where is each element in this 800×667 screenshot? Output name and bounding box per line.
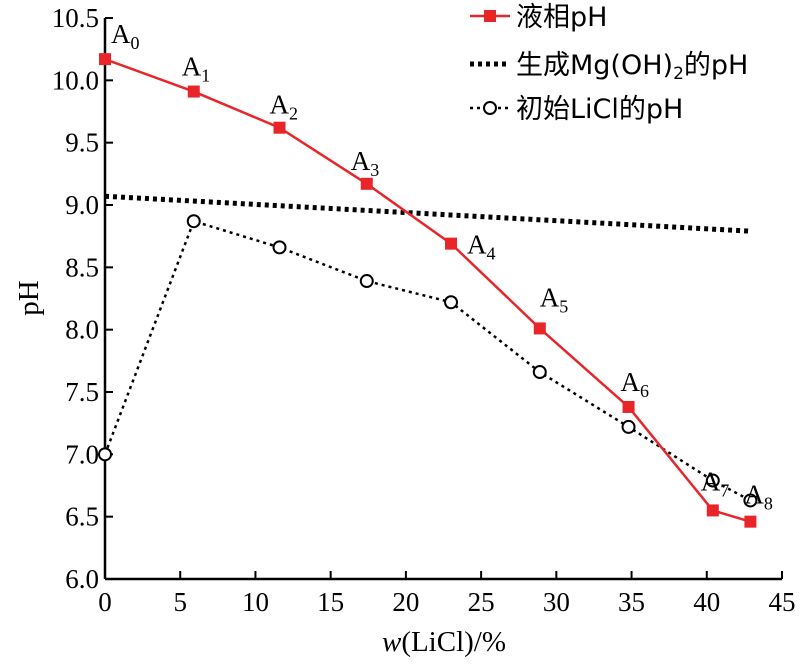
liquid-ph-point — [187, 85, 200, 98]
legend-label-initial-licl-ph: 初始LiCl的pH — [516, 94, 683, 125]
series-liquid-ph-line — [104, 57, 751, 523]
plot-area: 0 5 10 15 20 25 30 35 40 45 6.0 6.5 7.0 7.5 8.0 8.5 9.0… — [52, 3, 796, 617]
point-label-a3: A3 — [351, 146, 380, 180]
point-label-a2: A2 — [270, 90, 299, 124]
y-tick-label: 10.0 — [52, 65, 99, 95]
y-ticks: 6.0 6.5 7.0 7.5 8.0 8.5 9.0 9.5 10.0 10.5 — [52, 3, 113, 594]
series-initial-licl-ph-line — [103, 219, 751, 502]
x-tick-label: 40 — [693, 587, 720, 617]
initial-licl-ph-point — [621, 419, 636, 434]
y-tick-label: 6.5 — [65, 502, 99, 532]
x-tick-label: 10 — [242, 587, 269, 617]
legend-label-mgoh2-part2: 的pH — [684, 50, 748, 81]
initial-licl-ph-point — [743, 493, 758, 508]
y-axis-title: pH — [13, 280, 45, 316]
y-tick-label: 7.0 — [65, 439, 99, 469]
legend-label-mgoh2-ph: 生成Mg(OH)2的pH — [516, 50, 748, 84]
liquid-ph-point — [99, 53, 111, 66]
x-tick-label: 5 — [173, 587, 187, 617]
point-label-a8: A8 — [744, 480, 773, 514]
y-tick-label: 9.0 — [65, 190, 99, 220]
legend: 液相pH 生成Mg(OH)2的pH 初始LiCl的pH — [470, 2, 748, 125]
initial-licl-ph-point — [98, 447, 112, 462]
point-label-a4: A4 — [467, 230, 496, 264]
x-tick-label: 30 — [543, 587, 570, 617]
x-axis-title: w(LiCl)/% — [382, 626, 506, 658]
legend-marker-circle — [483, 101, 497, 115]
point-label-a0: A0 — [111, 19, 140, 53]
y-tick-label: 9.5 — [65, 128, 99, 158]
series-mgoh2-ph-line — [104, 193, 751, 234]
legend-item-mgoh2-ph: 生成Mg(OH)2的pH — [470, 50, 748, 84]
y-tick-label: 8.5 — [65, 252, 99, 282]
x-axis-title-rest: (LiCl)/% — [401, 626, 506, 658]
initial-licl-ph-point — [444, 295, 459, 310]
y-tick-label: 10.5 — [52, 3, 99, 33]
x-tick-label: 45 — [769, 587, 796, 617]
point-label-a5: A5 — [540, 282, 569, 316]
liquid-ph-point — [706, 504, 719, 517]
x-tick-label: 0 — [98, 587, 112, 617]
point-label-a1: A1 — [182, 52, 211, 86]
x-tick-label: 35 — [618, 587, 645, 617]
y-tick-label: 7.5 — [65, 377, 99, 407]
liquid-ph-point — [744, 515, 757, 528]
initial-licl-ph-point — [705, 473, 720, 488]
legend-item-liquid-ph: 液相pH — [470, 2, 607, 33]
liquid-ph-point — [622, 400, 635, 413]
x-tick-label: 20 — [392, 587, 419, 617]
liquid-ph-point — [273, 121, 286, 134]
legend-label-liquid-ph: 液相pH — [516, 2, 607, 33]
liquid-ph-point — [533, 322, 546, 335]
initial-licl-ph-point — [532, 365, 547, 380]
legend-marker-square — [484, 10, 496, 22]
legend-item-initial-licl-ph: 初始LiCl的pH — [470, 94, 683, 125]
liquid-ph-point — [360, 177, 373, 190]
point-labels: A0 A1 A2 A3 A4 A5 A6 A7 A8 — [111, 19, 773, 514]
x-ticks: 0 5 10 15 20 25 30 35 40 45 — [98, 571, 796, 617]
liquid-ph-point — [445, 237, 458, 250]
series-layer — [98, 53, 758, 528]
legend-label-mgoh2-subscript: 2 — [673, 64, 684, 84]
x-axis-title-var: w — [382, 626, 402, 658]
legend-label-mgoh2-part1: 生成Mg(OH) — [516, 50, 673, 81]
initial-licl-ph-point — [186, 214, 201, 229]
y-tick-label: 6.0 — [65, 564, 99, 594]
x-tick-label: 15 — [317, 587, 344, 617]
x-tick-label: 25 — [468, 587, 495, 617]
y-tick-label: 8.0 — [65, 315, 99, 345]
initial-licl-ph-point — [359, 274, 374, 289]
point-label-a7: A7 — [701, 466, 730, 500]
point-label-a6: A6 — [621, 367, 650, 401]
initial-licl-ph-point — [272, 240, 287, 255]
